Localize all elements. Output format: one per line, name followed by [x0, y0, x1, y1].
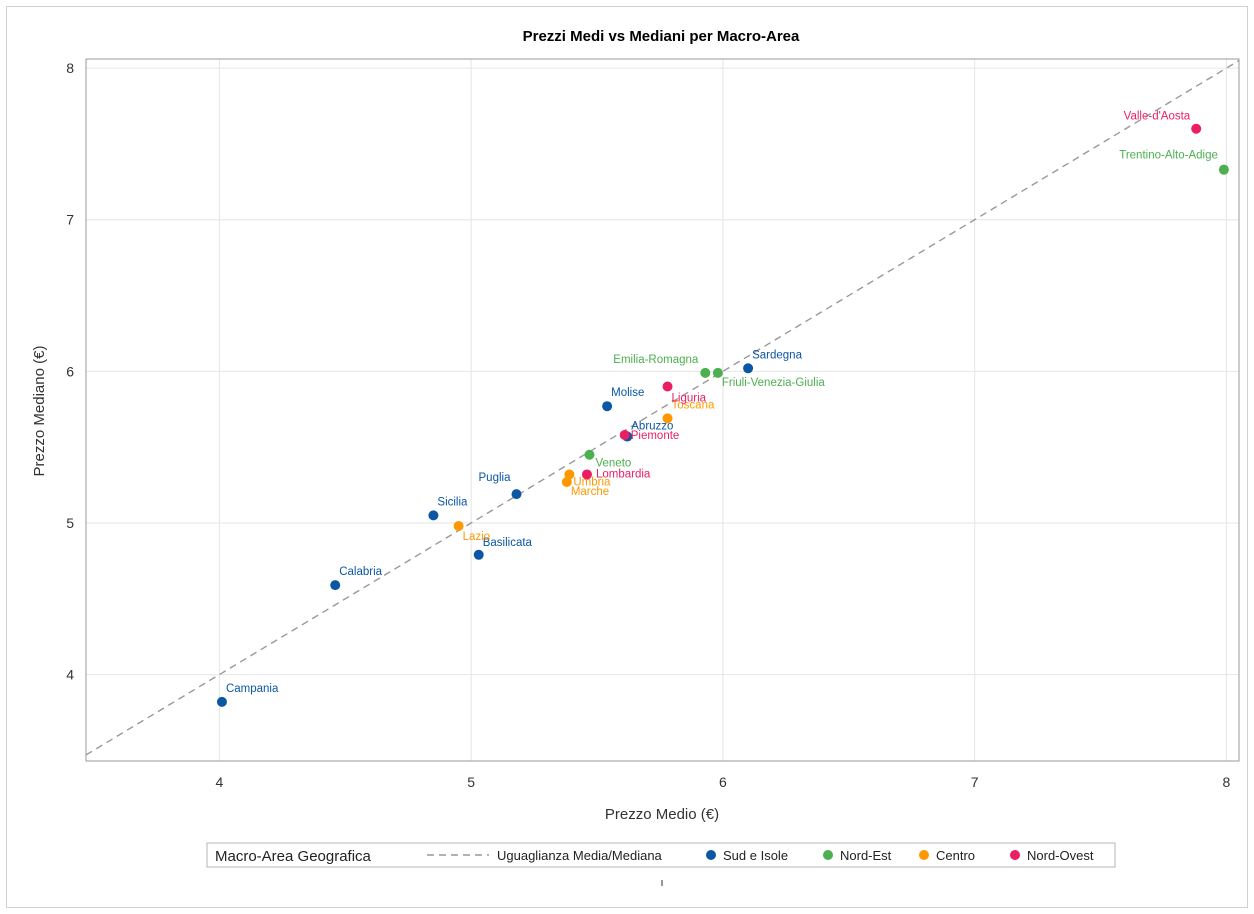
data-point	[561, 477, 572, 488]
chart-title: Prezzi Medi vs Mediani per Macro-Area	[523, 28, 800, 45]
data-point	[428, 510, 439, 521]
equality-line	[85, 59, 1240, 756]
point-label: Liguria	[672, 392, 707, 404]
y-tick-label: 6	[66, 363, 74, 379]
legend-label: Sud e Isole	[723, 848, 788, 863]
data-point	[511, 489, 522, 500]
data-point	[1191, 123, 1202, 134]
data-point	[453, 520, 464, 531]
legend-line-label: Uguaglianza Media/Mediana	[497, 848, 663, 863]
point-label: Veneto	[595, 458, 631, 470]
point-label: Sicilia	[437, 496, 468, 508]
point-label: Piemonte	[631, 430, 680, 442]
x-tick-label: 5	[467, 774, 475, 790]
data-point	[662, 381, 673, 392]
y-tick-label: 7	[66, 212, 74, 228]
legend-label: Nord-Ovest	[1027, 848, 1094, 863]
legend: Macro-Area Geografica Uguaglianza Media/…	[206, 842, 1116, 868]
legend-swatch	[1010, 850, 1020, 860]
data-point	[584, 449, 595, 460]
point-label: Umbria	[573, 476, 611, 488]
point-label: Calabria	[339, 566, 382, 578]
data-point	[581, 469, 592, 480]
point-label: Abruzzo	[631, 421, 673, 433]
data-point	[662, 413, 673, 424]
point-label: Marche	[571, 486, 609, 498]
legend-swatch	[706, 850, 716, 860]
data-point	[1218, 164, 1229, 175]
data-point	[564, 469, 575, 480]
y-tick-label: 5	[66, 515, 74, 531]
point-label: Molise	[611, 387, 644, 399]
point-label: Toscana	[672, 399, 715, 411]
legend-box	[206, 842, 1116, 868]
legend-swatch	[823, 850, 833, 860]
point-label: Puglia	[479, 472, 512, 484]
x-tick-label: 6	[719, 774, 727, 790]
point-label: Basilicata	[483, 537, 533, 549]
data-point	[330, 580, 341, 591]
data-point	[743, 363, 754, 374]
data-point	[216, 696, 227, 707]
y-tick-label: 8	[66, 60, 74, 76]
point-label: Sardegna	[752, 349, 802, 361]
point-label: Valle-d'Aosta	[1124, 111, 1191, 123]
point-label: Trentino-Alto-Adige	[1119, 150, 1218, 162]
x-tick-label: 8	[1223, 774, 1231, 790]
plot-border	[85, 58, 1240, 762]
x-tick-label: 7	[971, 774, 979, 790]
data-point	[473, 549, 484, 560]
point-label: Campania	[226, 683, 279, 695]
axis-ticks: 4 5 6 7 8 4 5 6 7 8	[66, 60, 1230, 790]
data-point	[619, 430, 630, 441]
legend-label: Nord-Est	[840, 848, 892, 863]
point-label: Lazio	[463, 531, 491, 543]
y-axis-title: Prezzo Mediano (€)	[31, 346, 48, 477]
legend-label: Centro	[936, 848, 975, 863]
chart-frame	[6, 6, 1248, 908]
point-label: Lombardia	[596, 468, 651, 480]
point-label: Friuli-Venezia-Giulia	[722, 377, 826, 389]
legend-swatch	[919, 850, 929, 860]
x-axis-title: Prezzo Medio (€)	[605, 806, 719, 823]
point-label: Emilia-Romagna	[613, 354, 699, 366]
data-point	[602, 401, 613, 412]
data-point	[712, 367, 723, 378]
grid	[86, 59, 1239, 761]
data-points: Campania Calabria Sicilia Basilicata Puglia M…	[216, 111, 1229, 707]
y-tick-label: 4	[66, 667, 74, 683]
data-point	[700, 367, 711, 378]
x-tick-label: 4	[216, 774, 224, 790]
legend-title: Macro-Area Geografica	[215, 848, 372, 865]
